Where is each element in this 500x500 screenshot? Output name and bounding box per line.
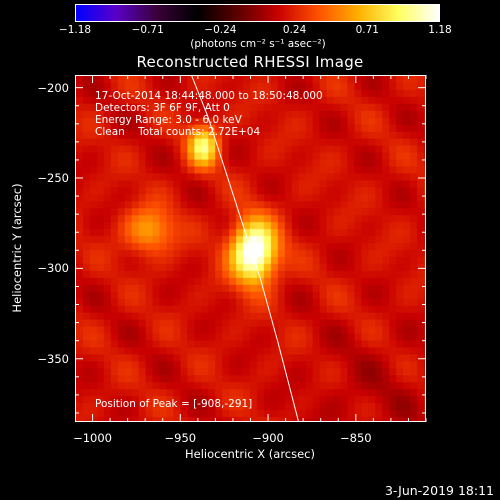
- y-tick-label: −350: [37, 351, 69, 366]
- footer-date: 3-Jun-2019 18:11: [384, 483, 494, 498]
- x-tick-label: −850: [340, 431, 372, 445]
- peak-position-label: Position of Peak = [-908,-291]: [95, 398, 253, 410]
- y-tick-label: −300: [37, 261, 69, 276]
- info-line-time: 17-Oct-2014 18:44:48.000 to 18:50:48.000: [95, 90, 323, 102]
- colorbar-tick-label: 0.24: [282, 24, 307, 36]
- x-tick-label: −1000: [73, 431, 112, 445]
- y-tick-label: −200: [37, 80, 69, 95]
- solar-limb: [191, 76, 299, 421]
- y-tick-label: −250: [37, 171, 69, 186]
- y-axis-label: Heliocentric Y (arcsec): [10, 183, 24, 313]
- info-line-counts: Clean Total counts: 2.72E+04: [95, 126, 261, 138]
- colorbar: [75, 4, 440, 22]
- info-line-detectors: Detectors: 3F 6F 9F, Att 0: [95, 102, 230, 114]
- colorbar-tick-label: −0.71: [131, 24, 164, 36]
- colorbar-tick-label: 1.18: [428, 24, 452, 36]
- colorbar-unit-label: (photons cm⁻² s⁻¹ asec⁻²): [190, 38, 326, 50]
- colorbar-tick-label: 0.71: [355, 24, 379, 36]
- chart-title: Reconstructed RHESSI Image: [136, 53, 364, 71]
- x-tick-label: −950: [164, 431, 197, 445]
- colorbar-tick-label: −0.24: [204, 24, 237, 36]
- colorbar-gradient: [76, 5, 439, 21]
- colorbar-tick-label: −1.18: [58, 24, 92, 36]
- x-tick-label: −900: [252, 431, 284, 445]
- plot-area: [75, 75, 426, 422]
- x-axis-label: Heliocentric X (arcsec): [185, 447, 315, 461]
- info-line-energy: Energy Range: 3.0 - 6.0 keV: [95, 114, 242, 126]
- limb-line: [191, 76, 299, 421]
